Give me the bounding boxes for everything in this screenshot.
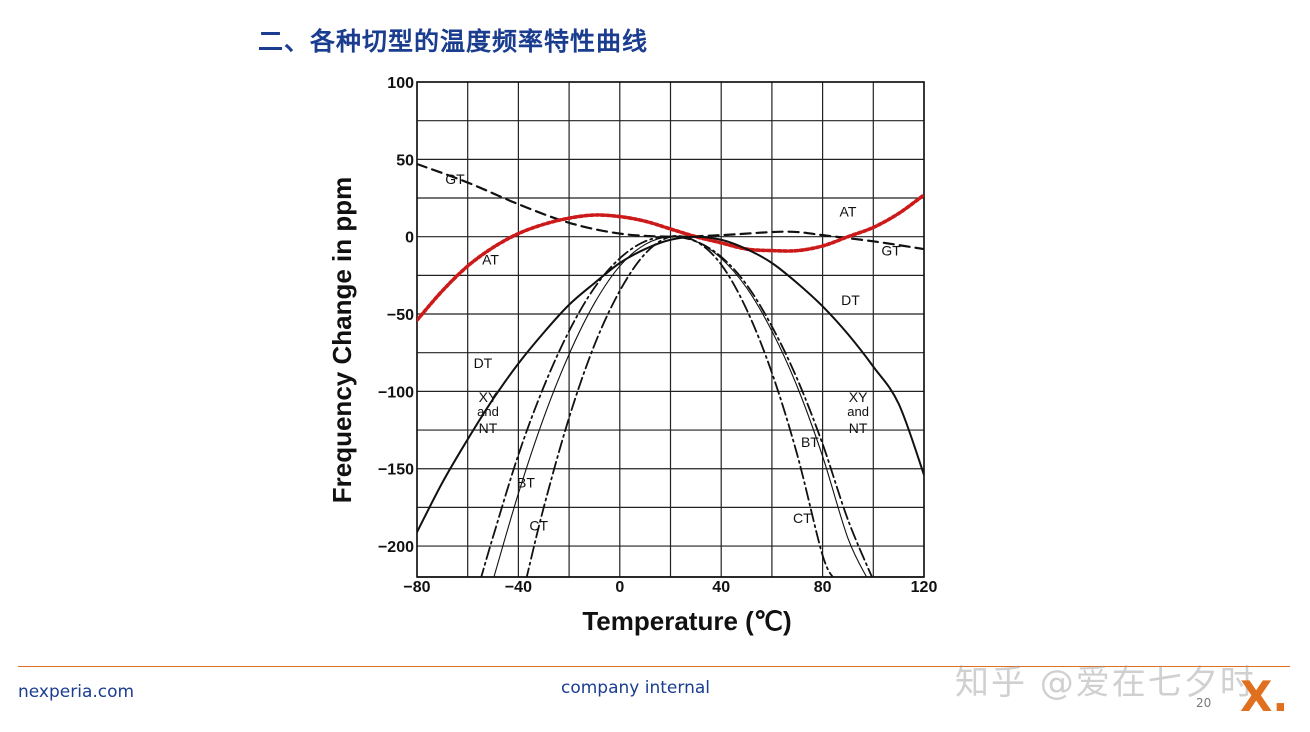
curve-label: XY xyxy=(479,389,498,405)
x-tick-label: −80 xyxy=(403,579,430,596)
y-tick-label: 0 xyxy=(405,230,414,247)
series-line-xy-and-nt xyxy=(480,235,873,577)
x-tick-label: 40 xyxy=(712,579,730,596)
footer-divider xyxy=(18,666,1290,667)
curve-label: XY xyxy=(849,389,868,405)
curve-label: and xyxy=(477,404,499,419)
x-tick-label: 120 xyxy=(911,579,938,596)
chart-grid xyxy=(416,81,925,578)
footer-website[interactable]: nexperia.com xyxy=(18,682,135,702)
chart-series xyxy=(417,162,924,577)
footer-classification: company internal xyxy=(561,678,710,698)
series-line-ct xyxy=(525,234,835,577)
curve-label: DT xyxy=(474,355,493,371)
slide-title: 二、各种切型的温度频率特性曲线 xyxy=(258,27,649,56)
x-axis-label: Temperature (℃) xyxy=(582,606,791,636)
curve-label: and xyxy=(847,404,869,419)
curve-label: GT xyxy=(881,242,901,258)
series-line-dt xyxy=(417,235,924,534)
y-tick-label: 50 xyxy=(396,152,414,169)
curve-label: CT xyxy=(529,518,548,534)
curve-label: CT xyxy=(793,510,812,526)
page-number: 20 xyxy=(1196,696,1212,710)
x-tick-label: 0 xyxy=(615,579,624,596)
curve-label: AT xyxy=(482,252,499,268)
y-tick-label: −200 xyxy=(378,539,414,556)
x-tick-label: −40 xyxy=(505,579,532,596)
y-tick-label: 100 xyxy=(387,75,414,92)
series-line-bt xyxy=(493,236,868,577)
y-axis-label: Frequency Change in ppm xyxy=(327,177,357,504)
chart-tick-labels: −80 −40 0 40 80 120 100 50 0 −50 −100 −150 −200 xyxy=(378,75,937,596)
y-tick-label: −50 xyxy=(387,307,414,324)
curve-label: NT xyxy=(479,420,498,436)
watermark-text: 知乎 @爱在七夕时 xyxy=(955,663,1256,703)
curve-label: BT xyxy=(801,434,819,450)
series-line-at xyxy=(417,193,924,323)
y-tick-label: −100 xyxy=(378,384,414,401)
plot-border xyxy=(416,81,925,578)
nexperia-logo: X. xyxy=(1240,672,1289,721)
x-tick-label: 80 xyxy=(814,579,832,596)
curve-label: AT xyxy=(840,204,857,220)
y-tick-label: −150 xyxy=(378,462,414,479)
curve-label: BT xyxy=(517,474,535,490)
curve-label: NT xyxy=(849,420,868,436)
curve-label: DT xyxy=(841,292,860,308)
curve-label: GT xyxy=(445,171,465,187)
